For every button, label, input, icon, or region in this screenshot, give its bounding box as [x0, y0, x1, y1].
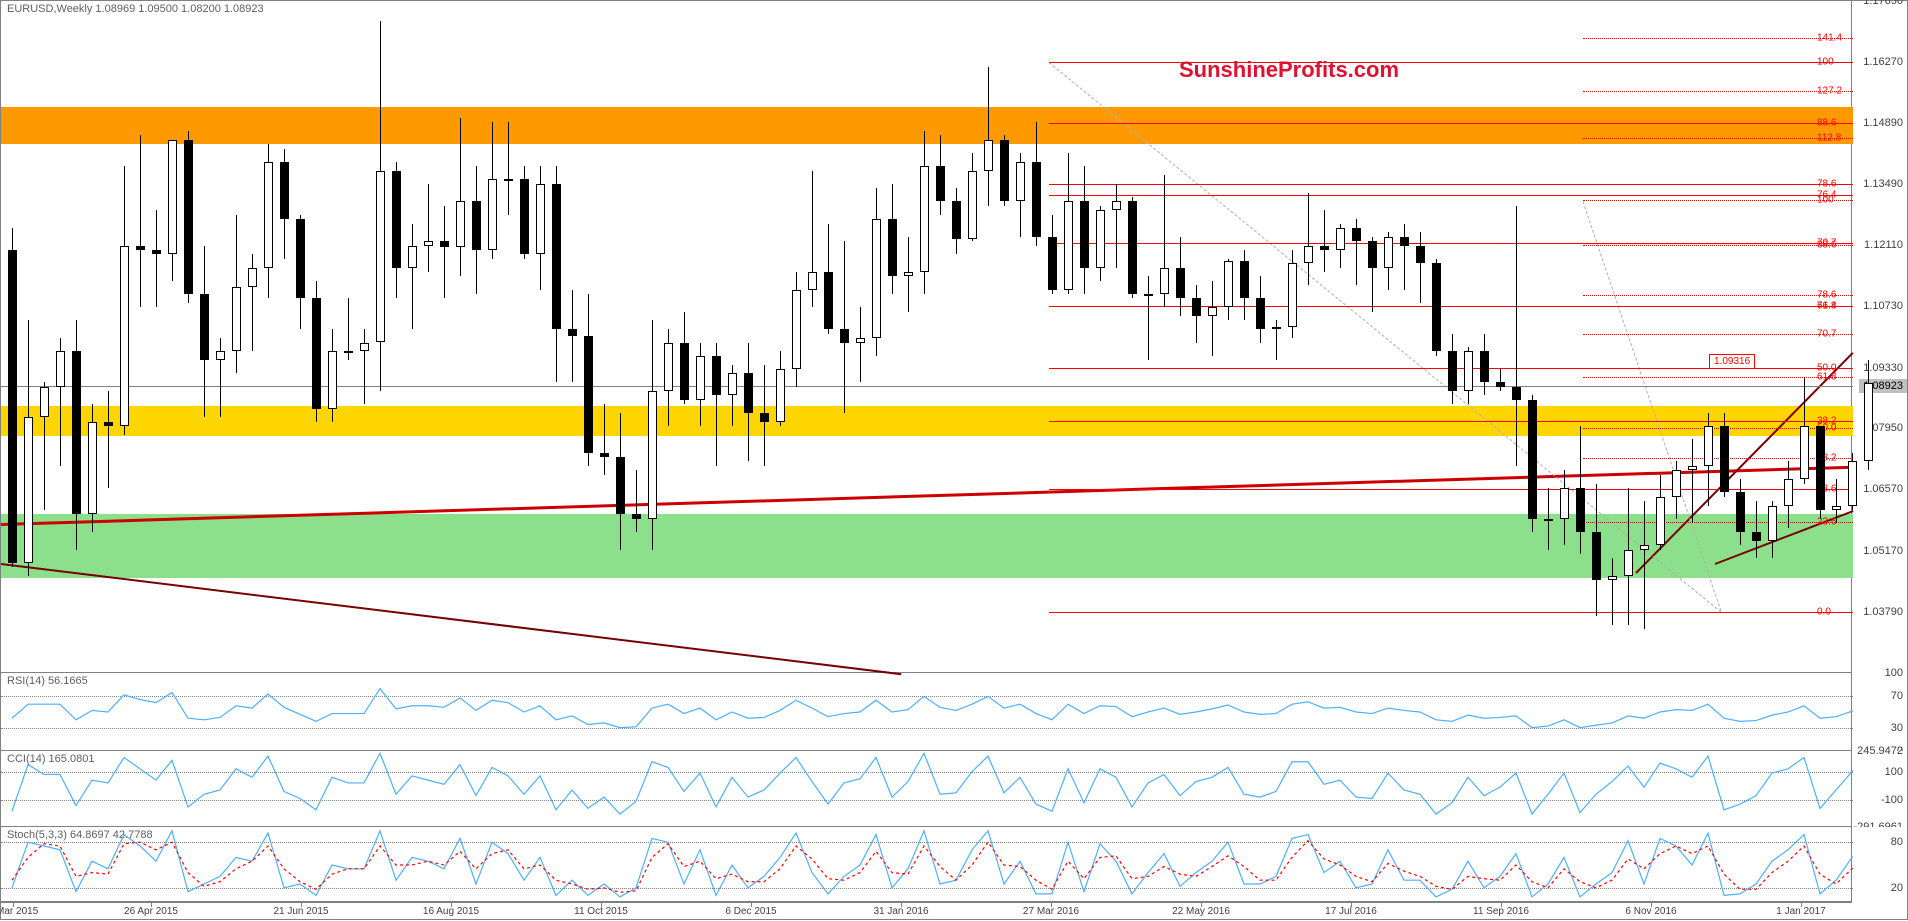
chart-container: 1.176501.162701.148901.134901.121101.107… — [0, 0, 1908, 920]
